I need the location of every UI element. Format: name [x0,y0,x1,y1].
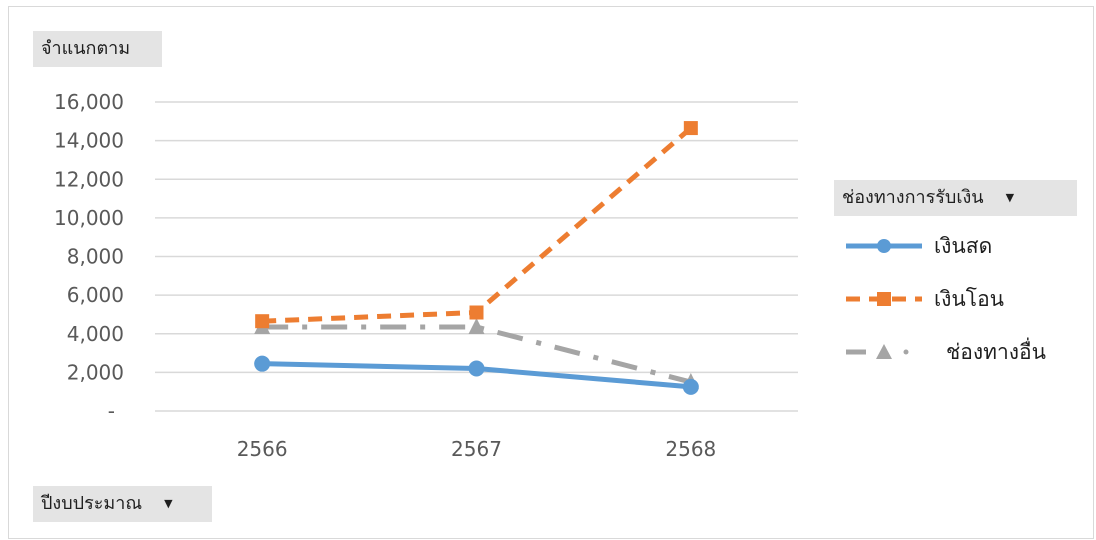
series-line [262,324,692,385]
y-tick-label: - [108,399,115,423]
legend-label-other: ช่องทางอื่น [946,339,1046,364]
chart-frame [8,6,1094,539]
x-tick-label: 2568 [665,437,716,461]
y-tick-label: 14,000 [54,129,124,153]
y-tick-label: 2,000 [67,360,124,384]
legend-item-cash[interactable]: เงินสด [844,231,992,261]
y-tick-label: 6,000 [67,283,124,307]
data-point [255,314,270,329]
value-field-label: จำแนกตาม [41,38,131,59]
legend-marker-transfer [846,292,922,306]
x-tick-label: 2566 [237,437,288,461]
legend-marker-cash [846,239,922,253]
data-point [683,121,698,136]
category-field-button[interactable]: ปีงบประมาณ ▼ [33,486,212,522]
series-field-button[interactable]: ช่องทางการรับเงิน ▼ [834,180,1077,216]
data-point [468,317,485,334]
data-point [468,360,485,377]
dropdown-arrow-icon[interactable]: ▼ [1005,191,1015,204]
dropdown-arrow-icon[interactable]: ▼ [164,497,173,510]
y-tick-label: 16,000 [54,90,124,114]
value-field-button[interactable]: จำแนกตาม [33,31,162,67]
y-tick-label: 8,000 [67,245,124,269]
legend-item-transfer[interactable]: เงินโอน [844,284,1004,314]
data-point [254,355,271,372]
legend-marker-other [846,344,909,359]
y-tick-label: 10,000 [54,206,124,230]
series-line [262,126,693,324]
legend-label-transfer: เงินโอน [934,286,1005,311]
series-field-label: ช่องทางการรับเงิน [842,187,984,208]
category-field-label: ปีงบประมาณ [41,493,143,514]
y-tick-label: 4,000 [67,322,124,346]
data-point [682,378,699,395]
legend-item-other[interactable]: ช่องทางอื่น [844,337,1046,367]
y-tick-label: 12,000 [54,167,124,191]
x-tick-label: 2567 [451,437,502,461]
legend-label-cash: เงินสด [934,233,993,258]
data-point [469,305,484,320]
